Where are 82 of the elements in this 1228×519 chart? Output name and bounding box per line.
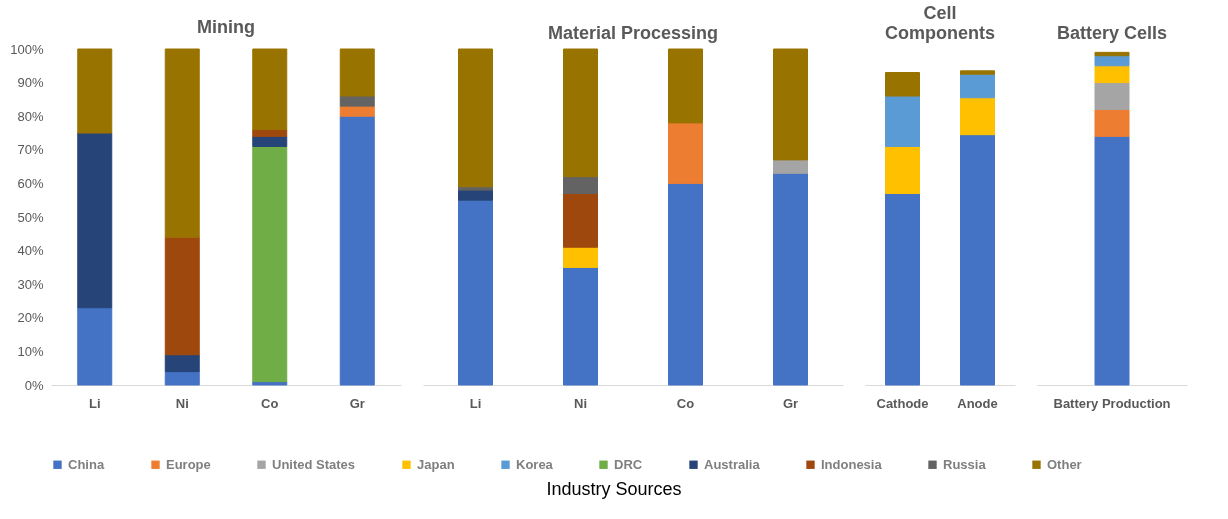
y-tick-label: 80% — [17, 108, 44, 124]
bar — [885, 95, 920, 147]
bar — [1094, 108, 1130, 137]
x-tick-label: Li — [88, 395, 101, 411]
bar — [563, 176, 598, 194]
bar — [458, 186, 493, 191]
bar — [458, 189, 493, 201]
bar — [563, 266, 598, 386]
bar — [960, 97, 995, 136]
y-tick-label: 70% — [17, 142, 44, 158]
y-tick-label: 20% — [17, 310, 44, 326]
chart-title: Cell Components — [885, 3, 995, 43]
bar — [563, 192, 598, 248]
legend-label: Australia — [704, 456, 761, 472]
bar — [1094, 51, 1130, 57]
bar — [668, 122, 703, 184]
bar — [773, 159, 808, 174]
bar — [1094, 65, 1130, 84]
y-tick-label: 0% — [24, 377, 44, 393]
bar — [339, 105, 375, 117]
x-tick-label: Gr — [349, 395, 365, 411]
legend-label: United States — [272, 456, 356, 472]
bar — [77, 132, 113, 309]
bar — [339, 48, 375, 97]
bar — [563, 48, 598, 178]
x-tick-label: Co — [676, 395, 695, 411]
bar — [885, 192, 920, 386]
bar — [252, 381, 288, 386]
legend-label: Europe — [166, 456, 211, 472]
bar — [252, 145, 288, 383]
bar — [885, 145, 920, 194]
bar — [252, 129, 288, 137]
x-tick-label: Battery Production — [1053, 395, 1171, 411]
legend-label: Korea — [516, 456, 554, 472]
bar — [668, 182, 703, 386]
chart-title: Material Processing — [547, 22, 719, 43]
x-tick-label: Li — [469, 395, 482, 411]
legend-label: China — [68, 456, 105, 472]
x-tick-label: Ni — [175, 395, 189, 411]
y-tick-label: 40% — [17, 243, 44, 259]
legend-label: Other — [1047, 456, 1082, 472]
bar — [563, 246, 598, 268]
bar — [458, 48, 493, 188]
y-tick-label: 90% — [17, 75, 44, 91]
x-tick-label: Ni — [574, 395, 587, 411]
bar — [339, 95, 375, 107]
bar — [773, 48, 808, 161]
x-tick-label: Gr — [782, 395, 799, 411]
x-tick-label: Co — [261, 395, 279, 411]
bar — [339, 115, 375, 386]
bar — [77, 307, 113, 386]
bar — [252, 48, 288, 131]
bar — [164, 48, 200, 238]
y-tick-label: 60% — [17, 175, 44, 191]
bar — [960, 70, 995, 75]
x-tick-label: Cathode — [876, 395, 929, 411]
bar — [164, 371, 200, 386]
bar — [252, 135, 288, 147]
bar — [164, 236, 200, 356]
bar — [458, 199, 493, 386]
legend-label: DRC — [614, 456, 643, 472]
y-tick-label: 30% — [17, 276, 44, 292]
bar — [77, 48, 113, 134]
legend-label: Indonesia — [821, 456, 883, 472]
bar — [668, 48, 703, 124]
bar — [1094, 135, 1130, 386]
bar — [1094, 82, 1130, 110]
y-tick-label: 10% — [17, 343, 44, 359]
bar — [164, 354, 200, 373]
x-tick-label: Anode — [957, 395, 998, 411]
y-tick-label: 50% — [17, 209, 44, 225]
bar — [1094, 55, 1130, 67]
y-tick-label: 100% — [10, 41, 44, 57]
bar — [960, 134, 995, 386]
legend-label: Russia — [943, 456, 987, 472]
bar — [960, 73, 995, 99]
bar — [773, 172, 808, 386]
chart-title: Mining — [197, 17, 255, 37]
chart-title: Battery Cells — [1056, 23, 1168, 43]
text: Industry Sources — [545, 479, 683, 500]
bar — [885, 72, 920, 97]
legend-label: Japan — [417, 456, 455, 472]
